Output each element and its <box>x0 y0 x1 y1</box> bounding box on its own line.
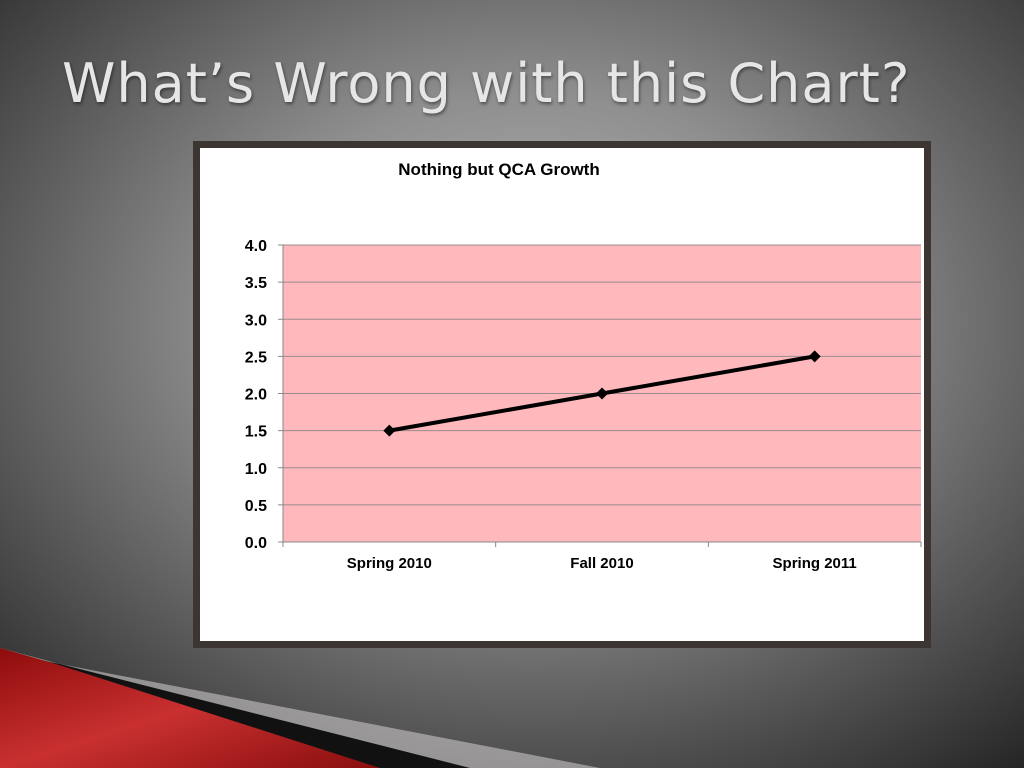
y-tick-label: 0.5 <box>245 498 267 515</box>
data-point-marker <box>383 424 396 437</box>
y-tick-label: 4.0 <box>245 238 267 255</box>
chart-title: Nothing but QCA Growth <box>398 160 599 179</box>
x-axis-ticks: Spring 2010 Fall 2010 Spring 2011 <box>282 542 922 572</box>
y-tick-label: 1.0 <box>245 461 267 478</box>
y-tick-label: 3.5 <box>245 275 267 292</box>
data-point-marker <box>596 387 608 400</box>
y-tick-label: 0.0 <box>245 535 267 552</box>
data-point-marker <box>808 350 821 363</box>
gridlines <box>283 244 921 506</box>
chart-frame: Nothing but QCA Growth 0.0 0.5 1.0 1.5 2.0 2.… <box>193 141 931 648</box>
y-tick-label: 2.5 <box>245 349 267 366</box>
y-axis-ticks: 0.0 0.5 1.0 1.5 2.0 2.5 3.0 3.5 4.0 <box>245 238 283 552</box>
x-tick-label: Spring 2010 <box>347 555 432 572</box>
x-tick-label: Fall 2010 <box>570 555 633 572</box>
slide-title: What’s Wrong with this Chart? <box>62 52 911 115</box>
y-tick-label: 2.0 <box>245 387 267 404</box>
y-tick-label: 1.5 <box>245 424 267 441</box>
y-tick-label: 3.0 <box>245 312 267 329</box>
x-tick-label: Spring 2011 <box>773 555 857 572</box>
series-group <box>383 350 821 437</box>
line-chart: Nothing but QCA Growth 0.0 0.5 1.0 1.5 2.0 2.… <box>245 160 922 572</box>
